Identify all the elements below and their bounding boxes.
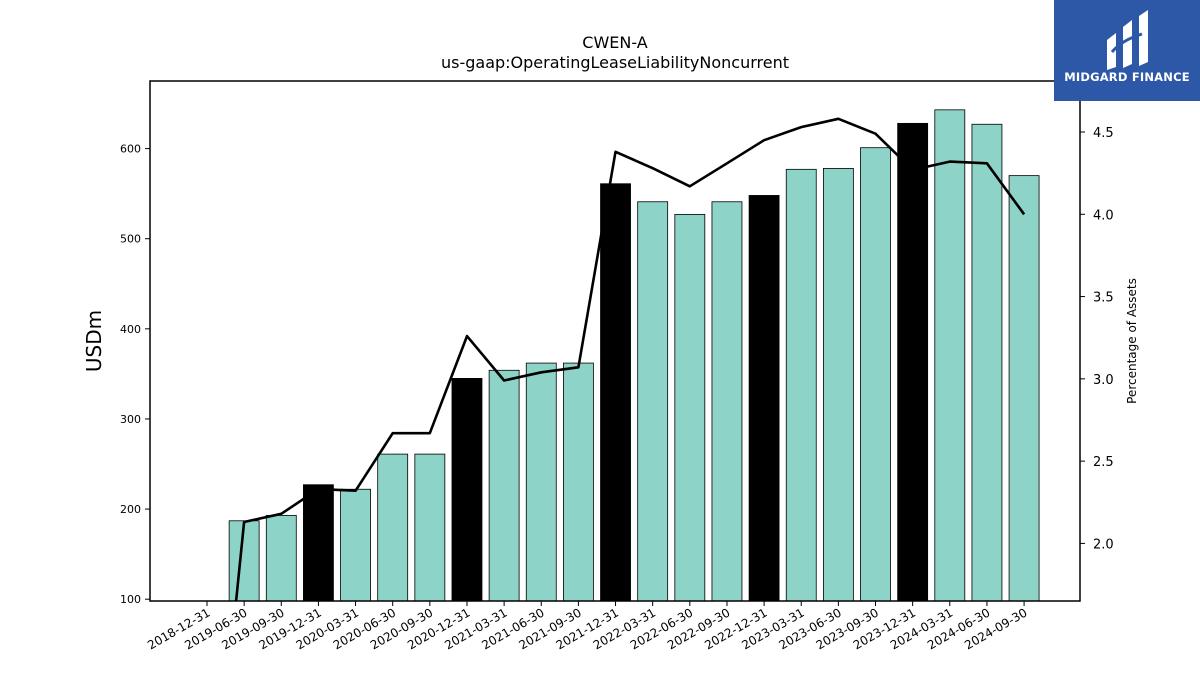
x-axis: 2018-12-312019-06-302019-09-302019-12-31… <box>145 601 1030 652</box>
bar-2023-06-30 <box>822 168 854 602</box>
bar-2019-12-31 <box>303 484 334 602</box>
bar-2024-03-31 <box>934 109 966 602</box>
brand-name: MIDGARD FINANCE <box>1064 70 1190 84</box>
y2-tick-label: 3.0 <box>1093 373 1114 388</box>
bar-2022-06-30 <box>674 213 706 602</box>
bar-2023-12-31 <box>897 122 929 602</box>
bar-2021-06-30 <box>525 362 557 602</box>
bar-group <box>228 109 1040 602</box>
bar-2021-09-30 <box>563 362 594 602</box>
bar-2024-09-30 <box>1008 175 1040 602</box>
y-tick-label: 500 <box>120 233 141 246</box>
bar-2020-09-30 <box>414 453 446 602</box>
bar-2023-09-30 <box>860 147 891 602</box>
bar-2022-03-31 <box>637 201 669 602</box>
bar-2020-03-31 <box>340 488 371 602</box>
bar-2023-03-31 <box>785 168 817 602</box>
bar-2020-12-31 <box>451 378 483 602</box>
chart-subtitle: us-gaap:OperatingLeaseLiabilityNoncurren… <box>441 53 789 72</box>
y-tick-label: 100 <box>120 593 141 606</box>
plot-frame <box>149 80 1081 602</box>
y2-axis-label: Percentage of Assets <box>1125 278 1139 404</box>
y-axis-label: USDm <box>82 310 106 372</box>
y2-tick-label: 2.0 <box>1093 537 1114 552</box>
bar-2022-12-31 <box>748 195 780 602</box>
bar-2022-09-30 <box>711 201 743 602</box>
y2-tick-label: 4.0 <box>1093 208 1114 223</box>
y2-tick-label: 3.5 <box>1093 291 1114 306</box>
bar-2021-03-31 <box>488 369 520 602</box>
brand-logo: MIDGARD FINANCE <box>1054 0 1200 101</box>
midgard-logo-icon <box>1107 10 1148 70</box>
bar-2024-06-30 <box>971 123 1003 602</box>
y2-tick-label: 4.5 <box>1093 126 1114 141</box>
bar-2020-06-30 <box>377 453 409 602</box>
chart-title: CWEN-A <box>582 33 647 52</box>
bar-2019-09-30 <box>265 514 297 602</box>
percentage-of-assets-line <box>234 117 1026 602</box>
bar-2021-12-31 <box>600 183 631 602</box>
y-tick-label: 200 <box>120 503 141 516</box>
y-tick-label: 400 <box>120 323 141 336</box>
y-axis: 100 200 300 400 500 600 <box>120 143 150 606</box>
y2-tick-label: 2.5 <box>1093 455 1114 470</box>
line-group <box>234 117 1026 602</box>
y2-axis: 2.0 2.5 3.0 3.5 4.0 4.5 <box>1080 126 1114 552</box>
y-tick-label: 300 <box>120 413 141 426</box>
y-tick-label: 600 <box>120 143 141 156</box>
